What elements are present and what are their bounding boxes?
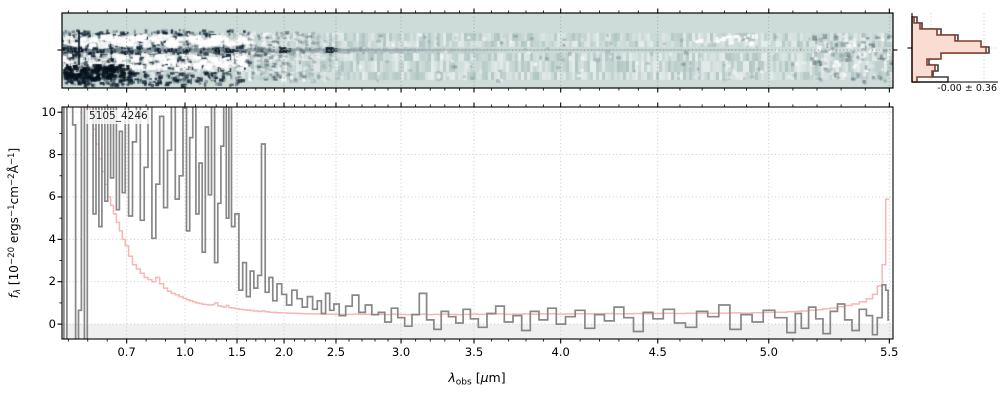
2d-spectrum-image: [62, 13, 893, 88]
error-line: [89, 107, 890, 316]
histogram-salmon: [911, 16, 987, 83]
data-layer: [63, 107, 890, 339]
y-axis-label: fλ [10−20 ergs−1cm−2Å−1]: [7, 148, 23, 298]
label-segment: μ: [480, 370, 489, 385]
label-segment: [: [471, 370, 481, 385]
label-segment: −1: [7, 204, 18, 218]
label-segment: λ: [13, 288, 24, 294]
y-tick-label: 10: [41, 104, 56, 119]
y-tick-label: 2: [48, 274, 56, 289]
main-spectrum-plot: [57, 102, 894, 344]
x-tick-label: 5.5: [880, 345, 899, 359]
label-segment: Å: [6, 165, 21, 174]
spectrum-line: [63, 107, 890, 339]
y-tick-label: 8: [48, 147, 56, 162]
label-segment: ergs: [6, 217, 21, 247]
x-tick-label: 1.0: [175, 345, 195, 359]
main-spines: [61, 106, 894, 340]
histogram-panel: [907, 13, 998, 83]
label-segment: λ: [448, 370, 456, 385]
label-segment: f: [6, 294, 21, 299]
plot-title: 5105_4246: [86, 110, 151, 124]
x-tick-label: 4.5: [648, 345, 667, 359]
x-tick-label: 3.0: [391, 345, 411, 359]
y-tick-label: 0: [48, 316, 56, 331]
x-tick-label: 2.0: [274, 345, 294, 359]
2d-spectrum-axes: [57, 8, 898, 93]
histogram-stats-label: -0.00 ± 0.36: [937, 83, 997, 94]
histogram-gray-outline: [912, 16, 990, 83]
x-axis-label: λobs [μm]: [448, 370, 505, 387]
label-segment: obs: [455, 377, 472, 388]
label-segment: −1: [7, 152, 18, 166]
label-segment: [10: [6, 265, 21, 289]
x-tick-label: 5.0: [759, 345, 778, 359]
x-tick-label: 0.7: [117, 345, 136, 359]
label-segment: −2: [7, 173, 18, 187]
label-segment: ]: [6, 147, 21, 153]
x-tick-label: 2.5: [326, 345, 346, 359]
y-tick-label: 6: [48, 189, 56, 204]
label-segment: −20: [7, 246, 18, 266]
x-tick-label: 4.0: [551, 345, 570, 359]
label-segment: m]: [488, 370, 506, 385]
x-tick-label: 3.5: [464, 345, 484, 359]
label-segment: cm: [6, 186, 21, 205]
x-tick-label: 1.5: [227, 345, 247, 359]
y-tick-label: 4: [48, 231, 56, 246]
